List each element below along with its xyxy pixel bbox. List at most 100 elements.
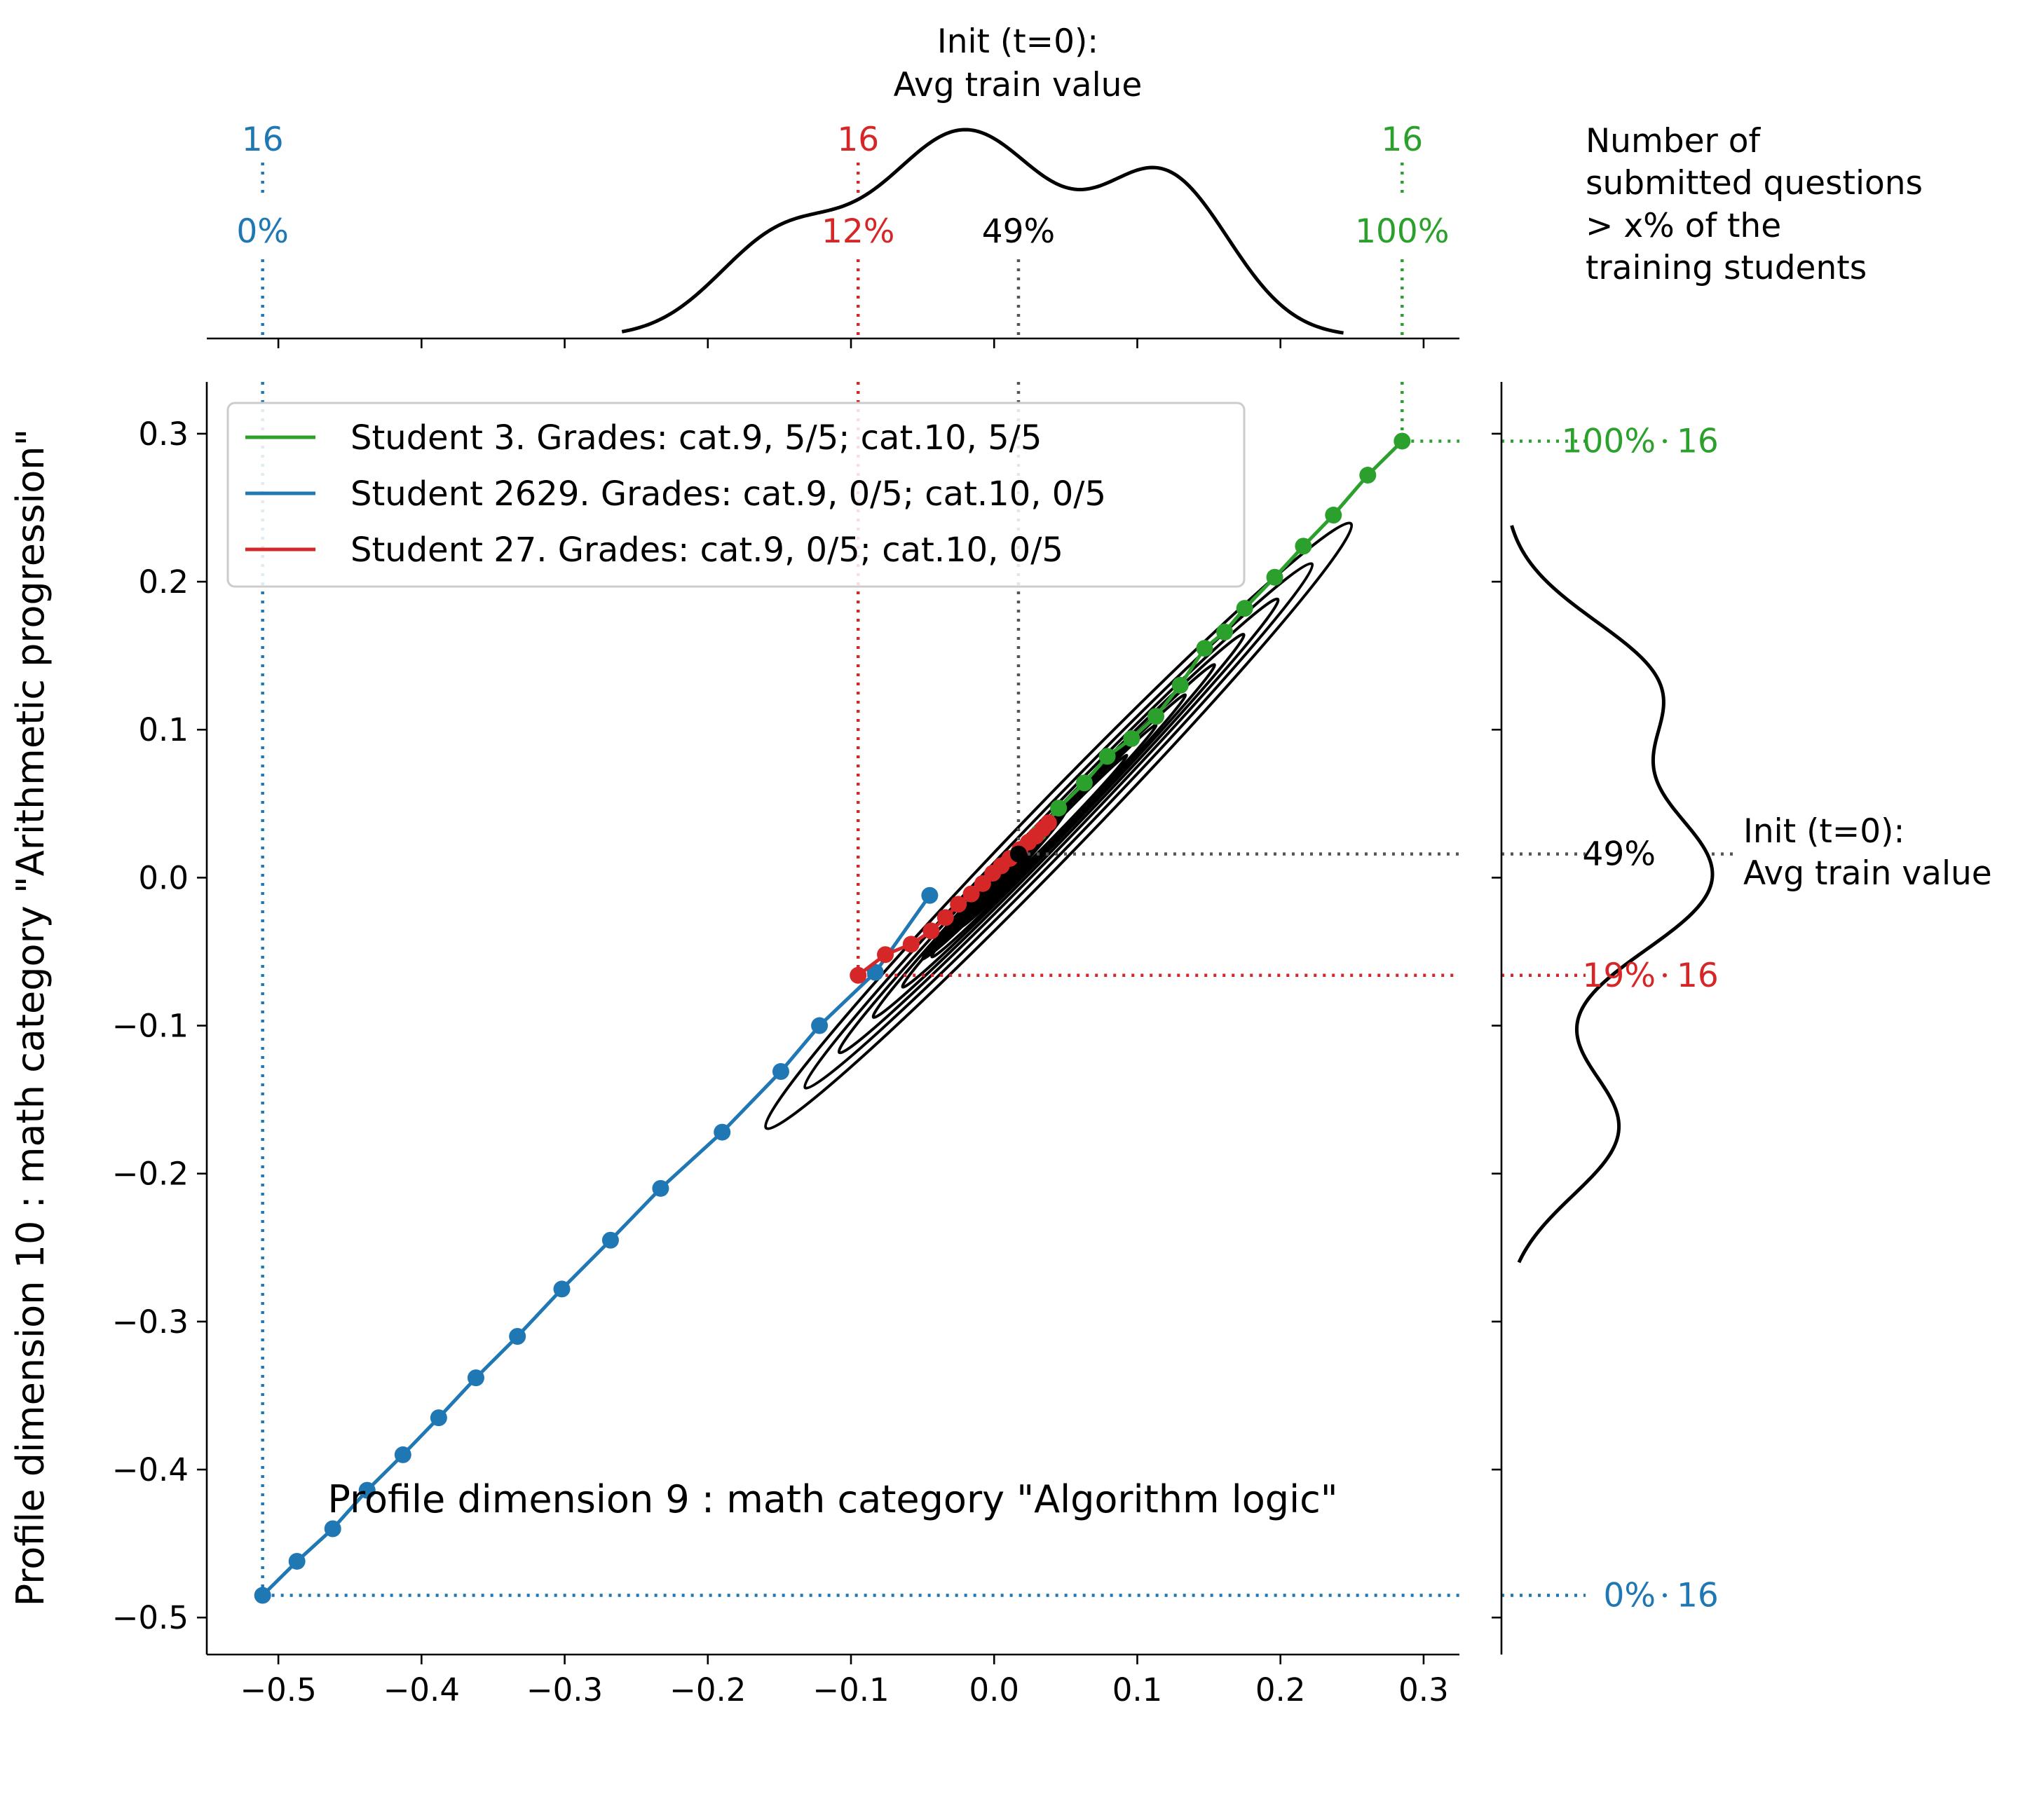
series-point (394, 1446, 411, 1463)
legend-entry: Student 27. Grades: cat.9, 0/5; cat.10, … (350, 530, 1063, 570)
series-point (1266, 568, 1283, 586)
series-point (1216, 623, 1234, 641)
x-tick-label: 0.3 (1398, 1671, 1449, 1708)
series-point (850, 966, 867, 984)
annotations: 16 0% 16 12% 49% 16 100% 100% 16 49% 19% 16 0% 16 (236, 121, 1718, 1615)
series-point (1050, 800, 1068, 817)
init-label-right-line2: Avg train value (1743, 854, 1992, 893)
series-point (1295, 537, 1312, 555)
y-tick-label: −0.1 (112, 1008, 189, 1045)
x-tick-label: −0.5 (240, 1671, 316, 1708)
right-count-label: 16 (1677, 422, 1719, 460)
student-trajectories (254, 432, 1411, 1604)
top-count-label: 16 (1381, 121, 1423, 159)
note-line-4: training students (1586, 249, 1867, 287)
top-percent-label: 100% (1355, 212, 1449, 251)
series-point (601, 1231, 619, 1249)
series-line (1017, 439, 1404, 854)
series-point (358, 1481, 376, 1499)
right-percent-label: 49% (1583, 835, 1656, 874)
x-axis-label: Profile dimension 9 : math category "Alg… (327, 1477, 1337, 1521)
axes (197, 337, 1503, 1664)
y-tick-label: 0.2 (138, 563, 189, 601)
series-point (866, 964, 884, 981)
y-tick-label: −0.3 (112, 1303, 189, 1341)
series-point (936, 909, 954, 926)
right-percent-label: 0% (1603, 1577, 1656, 1615)
right-connector-dot (1663, 973, 1667, 978)
series-point (254, 1587, 271, 1604)
y-marginal-density (1510, 525, 1715, 1264)
series-point (324, 1520, 341, 1538)
series-point (553, 1280, 571, 1298)
init-label-right-line1: Init (t=0): (1743, 812, 1905, 851)
tick-labels: −0.5 −0.4 −0.3 −0.2 −0.1 0.0 0.1 0.2 0.3 0.3 0.2 0.… (112, 416, 1449, 1708)
series-point (902, 936, 920, 953)
series-point (652, 1179, 669, 1197)
legend: Student 3. Grades: cat.9, 5/5; cat.10, 5… (226, 402, 1246, 588)
right-count-label: 16 (1677, 1577, 1719, 1615)
series-point (984, 865, 1002, 882)
series-point (1147, 708, 1165, 725)
x-tick-label: −0.1 (812, 1671, 889, 1708)
series-line (261, 894, 932, 1597)
top-percent-label: 12% (822, 212, 894, 251)
density-contour (871, 633, 1246, 1019)
right-connector-dot (1663, 1593, 1667, 1598)
series-point (1098, 748, 1116, 765)
series-point (877, 946, 894, 964)
right-percent-label: 19% (1583, 957, 1656, 995)
density-contour (837, 597, 1280, 1055)
legend-frame (226, 402, 1246, 588)
x-marginal-density (621, 128, 1344, 335)
legend-entry: Student 3. Grades: cat.9, 5/5; cat.10, 5… (350, 418, 1042, 458)
y-tick-label: −0.2 (112, 1156, 189, 1193)
density-contour (764, 521, 1354, 1130)
series-point (1359, 467, 1377, 484)
series-point (950, 896, 967, 913)
right-count-label: 16 (1677, 957, 1719, 995)
top-percent-label: 49% (982, 212, 1055, 251)
series-point (288, 1552, 306, 1570)
series-point (922, 922, 940, 940)
y-tick-label: 0.0 (138, 859, 189, 896)
series-point (974, 875, 991, 892)
x-tick-label: 0.1 (1112, 1671, 1163, 1708)
top-count-label: 16 (837, 121, 879, 159)
series-point (811, 1017, 829, 1034)
series-point (962, 885, 980, 903)
series-point (1236, 600, 1253, 617)
x-tick-label: −0.2 (669, 1671, 746, 1708)
density-contour (803, 562, 1314, 1090)
right-connector-dot (1663, 439, 1667, 444)
series-point (1196, 640, 1213, 657)
marginal-densities (621, 128, 1715, 1264)
init-point (1009, 845, 1027, 863)
x-tick-label: 0.2 (1255, 1671, 1306, 1708)
series-point (921, 886, 939, 904)
series-point (1171, 676, 1189, 694)
init-label-top-line1: Init (t=0): (937, 22, 1098, 61)
top-percent-label: 0% (236, 212, 289, 251)
series-point (772, 1063, 789, 1081)
series-point (467, 1369, 484, 1387)
x-tick-label: −0.4 (383, 1671, 460, 1708)
y-tick-label: −0.4 (112, 1451, 189, 1488)
y-axis-label: Profile dimension 10 : math category "Ar… (8, 429, 53, 1607)
y-tick-label: −0.5 (112, 1599, 189, 1636)
note-line-2: submitted questions (1586, 164, 1923, 203)
note-line-1: Number of (1586, 122, 1761, 160)
series-point (509, 1328, 526, 1345)
x-tick-label: −0.3 (526, 1671, 603, 1708)
legend-entry: Student 2629. Grades: cat.9, 0/5; cat.10… (350, 474, 1106, 514)
series-point (1325, 507, 1342, 524)
top-count-label: 16 (242, 121, 284, 159)
y-tick-label: 0.1 (138, 711, 189, 748)
init-label-top-line2: Avg train value (894, 66, 1143, 104)
series-point (1123, 730, 1140, 747)
series-point (714, 1123, 731, 1141)
series-point (1394, 432, 1411, 450)
note-line-3: > x% of the (1586, 207, 1781, 245)
density-contours (764, 521, 1354, 1130)
